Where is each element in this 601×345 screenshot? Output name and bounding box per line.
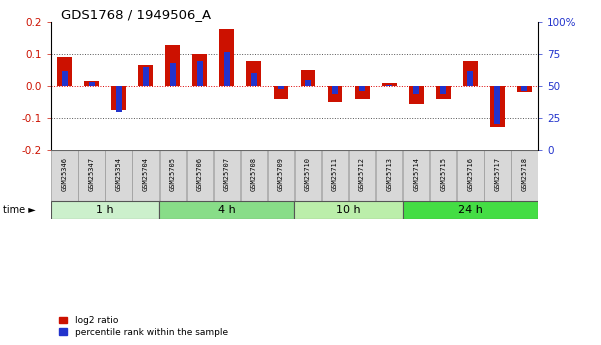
Bar — [273, 86, 288, 99]
Bar — [116, 86, 121, 111]
FancyBboxPatch shape — [267, 150, 294, 201]
Bar — [165, 45, 180, 86]
Bar — [143, 67, 148, 86]
Bar — [89, 82, 94, 86]
Text: GSM25346: GSM25346 — [62, 157, 67, 191]
Text: GSM25354: GSM25354 — [116, 157, 121, 191]
FancyBboxPatch shape — [105, 150, 132, 201]
Bar — [355, 86, 370, 99]
Text: GSM25713: GSM25713 — [386, 157, 392, 191]
Bar — [300, 70, 316, 86]
Bar — [386, 85, 392, 86]
Text: GSM25717: GSM25717 — [495, 157, 500, 191]
Bar — [359, 86, 365, 91]
Bar — [517, 86, 532, 92]
Text: GSM25716: GSM25716 — [468, 157, 473, 191]
Text: GSM25705: GSM25705 — [170, 157, 175, 191]
Bar — [495, 86, 500, 124]
Bar — [305, 80, 311, 86]
Text: GDS1768 / 1949506_A: GDS1768 / 1949506_A — [61, 8, 211, 21]
FancyBboxPatch shape — [484, 150, 511, 201]
FancyBboxPatch shape — [186, 150, 213, 201]
Bar — [441, 86, 446, 94]
Text: 4 h: 4 h — [218, 205, 236, 215]
Bar — [192, 54, 207, 86]
FancyBboxPatch shape — [159, 150, 186, 201]
Bar — [84, 81, 99, 86]
FancyBboxPatch shape — [159, 201, 294, 219]
Bar — [413, 86, 419, 94]
FancyBboxPatch shape — [294, 201, 403, 219]
Bar — [251, 73, 257, 86]
Bar — [57, 57, 72, 86]
FancyBboxPatch shape — [430, 150, 457, 201]
Text: 10 h: 10 h — [337, 205, 361, 215]
FancyBboxPatch shape — [294, 150, 322, 201]
Bar — [490, 86, 505, 127]
FancyBboxPatch shape — [403, 150, 430, 201]
FancyBboxPatch shape — [511, 150, 538, 201]
Bar — [436, 86, 451, 99]
FancyBboxPatch shape — [213, 150, 240, 201]
FancyBboxPatch shape — [349, 150, 376, 201]
Bar — [111, 86, 126, 110]
Text: GSM25707: GSM25707 — [224, 157, 230, 191]
Text: GSM25708: GSM25708 — [251, 157, 257, 191]
Text: GSM25715: GSM25715 — [441, 157, 446, 191]
Text: GSM25710: GSM25710 — [305, 157, 311, 191]
Bar — [463, 61, 478, 86]
FancyBboxPatch shape — [51, 201, 159, 219]
Bar — [138, 66, 153, 86]
Bar — [332, 86, 338, 94]
Text: time ►: time ► — [3, 205, 35, 215]
Bar — [197, 61, 203, 86]
Text: GSM25709: GSM25709 — [278, 157, 284, 191]
FancyBboxPatch shape — [322, 150, 349, 201]
Text: 24 h: 24 h — [458, 205, 483, 215]
Bar — [219, 29, 234, 86]
FancyBboxPatch shape — [132, 150, 159, 201]
Bar — [468, 71, 473, 86]
Bar — [522, 86, 527, 91]
FancyBboxPatch shape — [376, 150, 403, 201]
Bar — [246, 61, 261, 86]
Legend: log2 ratio, percentile rank within the sample: log2 ratio, percentile rank within the s… — [56, 313, 231, 341]
Bar — [328, 86, 343, 102]
Bar — [170, 63, 175, 86]
Bar — [278, 86, 284, 89]
Text: GSM25704: GSM25704 — [143, 157, 148, 191]
Bar — [224, 52, 230, 86]
Text: GSM25712: GSM25712 — [359, 157, 365, 191]
Bar — [409, 86, 424, 104]
FancyBboxPatch shape — [240, 150, 267, 201]
Text: GSM25718: GSM25718 — [522, 157, 527, 191]
Text: 1 h: 1 h — [96, 205, 114, 215]
Bar — [62, 71, 67, 86]
Text: GSM25711: GSM25711 — [332, 157, 338, 191]
Text: GSM25347: GSM25347 — [89, 157, 94, 191]
FancyBboxPatch shape — [78, 150, 105, 201]
Bar — [382, 83, 397, 86]
Text: GSM25706: GSM25706 — [197, 157, 203, 191]
Text: GSM25714: GSM25714 — [413, 157, 419, 191]
FancyBboxPatch shape — [457, 150, 484, 201]
FancyBboxPatch shape — [51, 150, 78, 201]
FancyBboxPatch shape — [403, 201, 538, 219]
